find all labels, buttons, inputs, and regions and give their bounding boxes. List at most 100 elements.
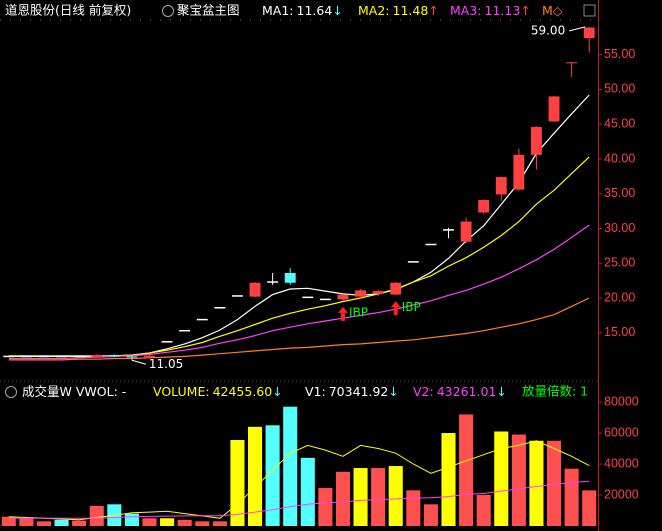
- volume-extra: 放量倍数: 1: [522, 384, 588, 399]
- low-pointer: [131, 359, 147, 365]
- high-label: 59.00: [531, 23, 565, 37]
- indicator-name: 聚宝盆主图: [177, 3, 240, 18]
- volume-bar: [177, 519, 192, 526]
- signal-label: IBP: [349, 305, 368, 319]
- legend-part: 11.48: [393, 3, 429, 18]
- volume-bar: [476, 495, 491, 526]
- low-label: 11.05: [149, 357, 183, 371]
- volume-bar: [54, 519, 69, 526]
- legend-part: ↓: [388, 384, 398, 399]
- signal-label: IBP: [402, 300, 421, 314]
- volume-bar: [230, 440, 245, 526]
- legend-part: 11.13: [485, 3, 521, 18]
- legend-part: 11.64: [297, 3, 333, 18]
- volume-bar: [388, 466, 403, 526]
- volume-bar: [353, 468, 368, 526]
- indicator-icon: [162, 5, 174, 17]
- volume-bar: [195, 521, 210, 526]
- candle-body: [566, 62, 578, 64]
- volume-icon: [5, 386, 17, 398]
- volume-bar: [441, 433, 456, 526]
- candle-body: [460, 221, 472, 242]
- volume-bar: [212, 521, 227, 526]
- candle-body: [91, 355, 103, 358]
- volume-bar: [564, 468, 579, 526]
- y-tick-label: 45.00: [604, 117, 635, 131]
- y-tick-label: 80000: [604, 394, 639, 408]
- candle-body: [249, 282, 261, 297]
- candle-body: [530, 126, 542, 155]
- volume-bar: [406, 490, 421, 526]
- legend-part: ↓: [496, 384, 506, 399]
- legend-part: ↑: [520, 3, 530, 18]
- y-tick-label: 60000: [604, 425, 639, 439]
- volume-bar: [546, 440, 562, 526]
- candle-body: [583, 27, 595, 38]
- volume-bar: [142, 518, 157, 526]
- volume-bar: [300, 457, 315, 526]
- volume-bar: [459, 414, 474, 526]
- legend-part: 43261.01: [437, 384, 497, 399]
- signal-arrow: [337, 306, 348, 321]
- signal-arrow: [390, 301, 401, 316]
- y-tick-label: 20000: [604, 487, 639, 501]
- high-pointer: [569, 26, 586, 32]
- volume-bar: [423, 504, 438, 526]
- candle-body: [108, 355, 120, 357]
- candle-body: [548, 96, 560, 122]
- y-tick-label: 15.00: [604, 325, 635, 339]
- ma-line: [8, 156, 590, 357]
- candle-body: [337, 294, 349, 300]
- legend-part: 42455.60: [213, 384, 273, 399]
- candle-body: [478, 200, 490, 213]
- volume-bar: [529, 440, 544, 526]
- volume-subtitle: VWOL: -: [76, 384, 126, 399]
- y-tick-label: 30.00: [604, 221, 635, 235]
- volume-bar: [1, 516, 16, 526]
- legend-entry: MA2: 11.48↑: [358, 3, 439, 18]
- legend-part: V1:: [305, 384, 326, 399]
- ma-line: [8, 224, 590, 360]
- volume-bar: [335, 471, 351, 526]
- candle-body: [355, 290, 367, 297]
- legend-part: ↑: [428, 3, 438, 18]
- candle-body: [495, 177, 507, 195]
- volume-bar: [19, 518, 34, 526]
- volume-bar: [265, 425, 280, 526]
- volume-bar: [318, 488, 333, 526]
- legend-entry: V1: 70341.92↓: [305, 384, 399, 399]
- volume-bar: [124, 513, 139, 526]
- volume-title-text: 成交量W: [22, 384, 72, 399]
- close-button[interactable]: [583, 4, 596, 17]
- legend-entry: MA3: 11.13↑: [450, 3, 531, 18]
- legend-part: MA3:: [450, 3, 482, 18]
- candle-body: [390, 282, 402, 295]
- volume-bar: [89, 505, 104, 526]
- chart-title: 道恩股份(日线 前复权): [5, 3, 131, 18]
- candle-body: [144, 355, 155, 358]
- volume-bar: [160, 518, 175, 526]
- volume-title: 成交量W VWOL: -: [22, 384, 126, 399]
- legend-part: MA1:: [262, 3, 294, 18]
- volume-bar: [371, 468, 386, 526]
- ma-line: [8, 297, 590, 361]
- y-tick-label: 40.00: [604, 151, 635, 165]
- legend-part: MA2:: [358, 3, 390, 18]
- legend-part: VOLUME:: [153, 384, 210, 399]
- legend-entry: M◇: [542, 3, 563, 18]
- volume-bar: [36, 521, 52, 526]
- legend-entry: V2: 43261.01↓: [413, 384, 507, 399]
- volume-bar: [582, 490, 597, 526]
- y-tick-label: 35.00: [604, 186, 635, 200]
- candle-body: [372, 291, 384, 294]
- legend-part: ↓: [272, 384, 282, 399]
- legend-part: 70341.92: [329, 384, 389, 399]
- y-tick-label: 55.00: [604, 47, 635, 61]
- legend-part: M◇: [542, 3, 563, 18]
- y-tick-label: 50.00: [604, 82, 635, 96]
- volume-bar: [511, 434, 526, 526]
- candle-body: [513, 154, 525, 190]
